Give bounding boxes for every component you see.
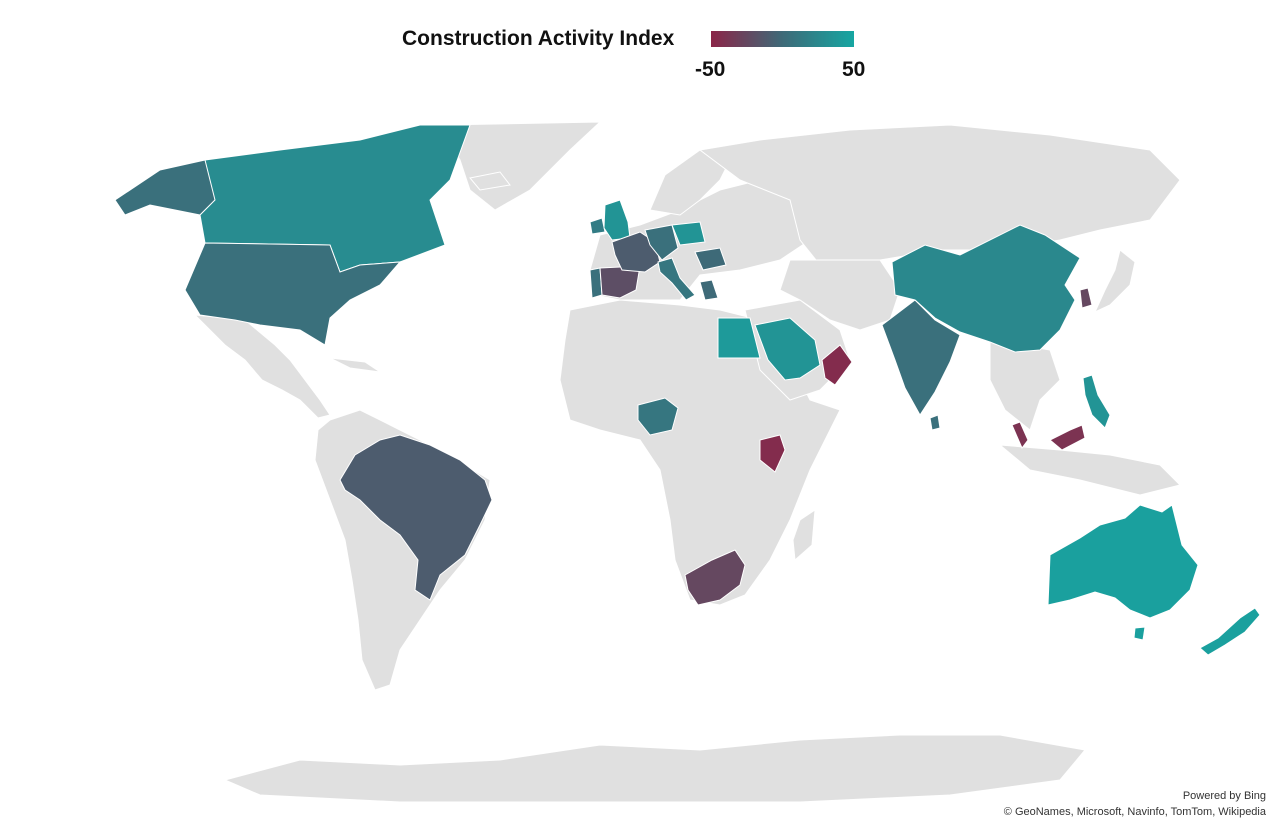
region-nigeria[interactable] (637, 397, 679, 436)
region-south-africa[interactable] (684, 549, 746, 606)
region-united-states[interactable] (184, 242, 402, 346)
region-south-korea[interactable] (1079, 287, 1093, 309)
region-egypt[interactable] (717, 317, 761, 359)
region-ireland[interactable] (589, 217, 606, 235)
caribbean (329, 357, 381, 373)
region-romania[interactable] (694, 247, 727, 271)
region-germany[interactable] (644, 224, 679, 261)
attribution-powered-by: Powered by Bing (1182, 790, 1266, 802)
map-legend: Construction Activity Index -50 50 (0, 0, 1280, 90)
land-base (193, 121, 1181, 803)
region-united-kingdom[interactable] (603, 199, 631, 241)
map-attribution: Powered by Bing © GeoNames, Microsoft, N… (1004, 788, 1266, 820)
data-regions (114, 124, 1261, 656)
region-philippines[interactable] (1082, 374, 1111, 429)
region-australia[interactable] (1047, 504, 1199, 619)
madagascar (792, 509, 816, 562)
region-tasmania[interactable] (1133, 626, 1146, 641)
iceland (469, 171, 511, 191)
indonesia (998, 444, 1181, 496)
legend-title: Construction Activity Index (402, 27, 675, 50)
region-india[interactable] (881, 299, 961, 416)
attribution-sources: © GeoNames, Microsoft, Navinfo, TomTom, … (1003, 806, 1266, 818)
central-asia (779, 259, 901, 331)
region-poland[interactable] (671, 221, 706, 246)
region-oman[interactable] (821, 344, 853, 386)
mexico-central-america (193, 314, 331, 419)
region-france[interactable] (611, 231, 661, 273)
region-malaysia-west[interactable] (1011, 421, 1029, 449)
region-canada[interactable] (199, 124, 471, 273)
region-kenya[interactable] (759, 434, 786, 473)
legend-color-scale (711, 31, 854, 47)
region-greece[interactable] (699, 279, 719, 301)
world-map[interactable] (0, 95, 1280, 805)
antarctica (223, 734, 1086, 803)
russia-north-asia (698, 124, 1181, 266)
legend-max-label: 50 (842, 58, 866, 81)
region-malaysia-east[interactable] (1049, 424, 1086, 451)
region-brazil[interactable] (339, 434, 493, 601)
legend-min-label: -50 (695, 58, 726, 81)
region-sri-lanka[interactable] (929, 414, 941, 431)
region-italy[interactable] (657, 257, 696, 301)
southeast-asia (989, 339, 1061, 431)
region-china[interactable] (891, 224, 1081, 353)
region-saudi-arabia[interactable] (754, 317, 821, 381)
japan (1093, 249, 1136, 314)
region-new-zealand[interactable] (1199, 607, 1261, 656)
